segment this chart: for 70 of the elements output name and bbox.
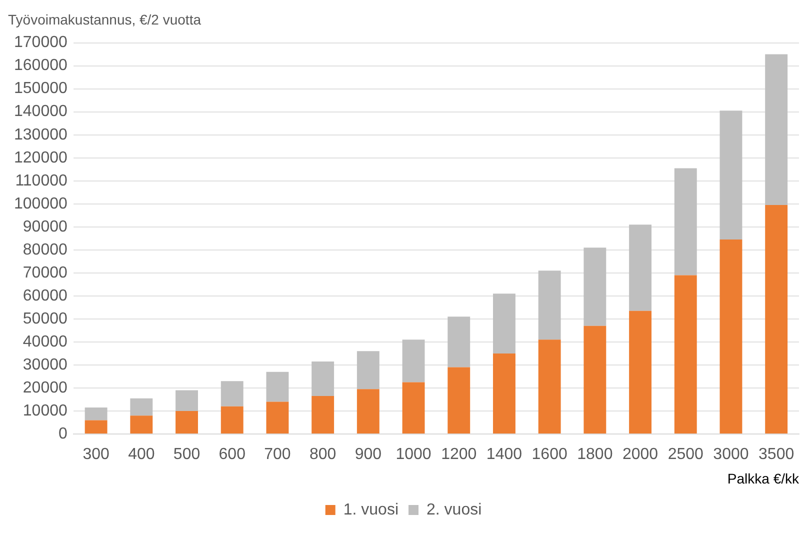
bar — [176, 410, 198, 434]
y-tick-label: 40000 — [22, 333, 68, 350]
bar — [130, 398, 153, 416]
bar — [356, 351, 380, 390]
x-tick-label: 2000 — [622, 446, 658, 464]
bar — [492, 353, 516, 434]
bar — [176, 390, 198, 411]
x-tick-label: 1000 — [396, 446, 432, 464]
y-tick-label: 160000 — [14, 57, 68, 74]
x-tick-label: 600 — [218, 446, 246, 464]
y-tick-label: 70000 — [22, 264, 68, 282]
bar — [674, 168, 697, 276]
y-tick-label: 170000 — [14, 34, 68, 52]
bar — [84, 420, 108, 434]
x-tick-label: 1200 — [441, 446, 477, 464]
bar — [448, 316, 470, 368]
bar — [448, 367, 470, 434]
y-tick-label: 120000 — [14, 149, 68, 166]
y-tick-label: 150000 — [14, 80, 68, 98]
x-tick-label: 900 — [354, 446, 382, 464]
y-tick-label: 50000 — [22, 310, 68, 328]
y-tick-label: 140000 — [14, 103, 68, 120]
x-tick-label: 400 — [128, 446, 155, 464]
bar — [312, 396, 334, 434]
bar — [629, 224, 652, 311]
x-tick-label: 1600 — [532, 446, 568, 464]
bar — [629, 310, 652, 434]
y-tick-label: 100000 — [14, 195, 68, 212]
x-tick-label: 3500 — [758, 446, 794, 464]
y-tick-label: 0 — [58, 425, 68, 442]
bar — [584, 326, 606, 434]
x-tick-label: 800 — [309, 446, 336, 464]
y-tick-label: 130000 — [14, 126, 68, 144]
bar — [220, 406, 244, 434]
y-axis-title: Työvoimakustannus, €/2 vuotta — [8, 11, 202, 28]
bar — [765, 54, 788, 206]
y-tick-label: 80000 — [22, 241, 68, 258]
legend-label: 1. vuosi — [343, 501, 398, 518]
bar — [584, 248, 606, 326]
bar — [765, 205, 788, 434]
bar — [402, 340, 425, 382]
bar — [220, 381, 244, 406]
legend-label: 2. vuosi — [426, 501, 482, 518]
bar — [312, 362, 334, 396]
y-tick-label: 20000 — [22, 379, 68, 396]
x-tick-label: 2500 — [668, 446, 704, 464]
bar — [538, 340, 561, 434]
x-tick-label: 500 — [173, 446, 200, 464]
bar — [492, 294, 516, 354]
bar — [720, 110, 742, 240]
x-axis-title: Palkka €/kk — [727, 470, 800, 486]
bar — [84, 408, 108, 420]
y-tick-label: 30000 — [22, 356, 68, 374]
bar — [356, 389, 380, 434]
y-tick-label: 60000 — [22, 287, 68, 304]
bar — [674, 275, 697, 434]
bar — [402, 382, 425, 434]
x-tick-label: 3000 — [713, 446, 749, 464]
y-tick-label: 10000 — [22, 402, 68, 420]
x-tick-label: 1800 — [577, 446, 613, 464]
bar — [538, 270, 561, 340]
y-tick-label: 110000 — [15, 172, 68, 190]
bar — [720, 240, 742, 434]
y-tick-label: 90000 — [22, 218, 68, 236]
bar — [266, 402, 289, 434]
x-tick-label: 700 — [264, 446, 291, 464]
x-tick-label: 300 — [82, 446, 110, 464]
bar — [266, 372, 289, 402]
bar — [130, 416, 153, 434]
x-tick-label: 1400 — [486, 446, 522, 464]
